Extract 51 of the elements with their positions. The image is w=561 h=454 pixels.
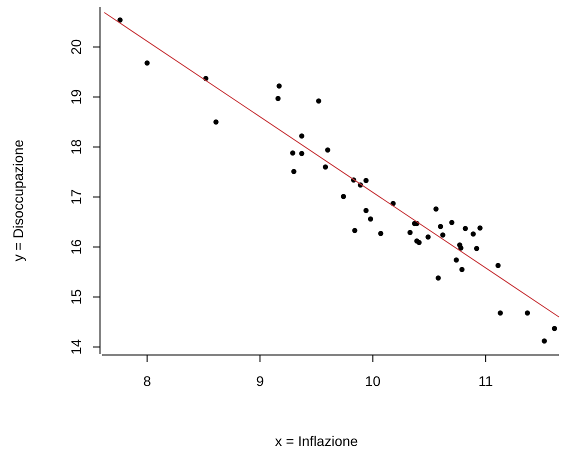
point <box>291 168 296 174</box>
point <box>416 240 422 246</box>
point <box>325 147 330 153</box>
y-tick-label: 14 <box>68 339 84 355</box>
point <box>117 17 123 23</box>
point <box>542 338 547 344</box>
point <box>363 208 369 214</box>
point <box>299 150 304 156</box>
point <box>440 232 446 238</box>
point <box>477 225 483 231</box>
x-tick-label: 11 <box>478 373 494 389</box>
point <box>368 216 374 222</box>
point <box>470 231 476 237</box>
point <box>449 220 454 226</box>
point <box>436 275 441 281</box>
y-tick-label: 19 <box>68 89 84 105</box>
point <box>322 164 328 170</box>
point <box>459 266 465 272</box>
point <box>438 224 444 230</box>
point <box>462 226 468 232</box>
y-axis-title: y = Disoccupazione <box>10 139 26 262</box>
point <box>276 83 282 89</box>
point <box>378 230 384 236</box>
point <box>495 262 501 268</box>
y-tick-label: 16 <box>68 239 84 255</box>
point <box>498 310 503 316</box>
x-axis-title: x = Inflazione <box>275 433 358 449</box>
x-tick-label: 10 <box>365 373 381 389</box>
point <box>524 310 530 316</box>
point <box>474 246 480 252</box>
point <box>407 230 413 236</box>
point <box>454 257 459 263</box>
point <box>144 60 150 66</box>
x-tick-label: 8 <box>143 373 152 389</box>
point <box>290 150 296 156</box>
y-tick-label: 15 <box>68 289 84 305</box>
point <box>340 194 346 200</box>
y-tick-label: 17 <box>68 189 84 205</box>
point <box>433 206 439 212</box>
point <box>552 326 558 332</box>
y-tick-label: 20 <box>68 39 84 55</box>
x-tick-label: 9 <box>256 373 264 389</box>
point <box>213 119 219 125</box>
y-tick-label: 18 <box>68 139 84 155</box>
point <box>352 228 358 234</box>
point <box>458 245 464 251</box>
point <box>275 96 281 102</box>
point <box>299 133 304 139</box>
point <box>363 178 369 184</box>
point <box>316 98 322 104</box>
point <box>426 234 431 240</box>
